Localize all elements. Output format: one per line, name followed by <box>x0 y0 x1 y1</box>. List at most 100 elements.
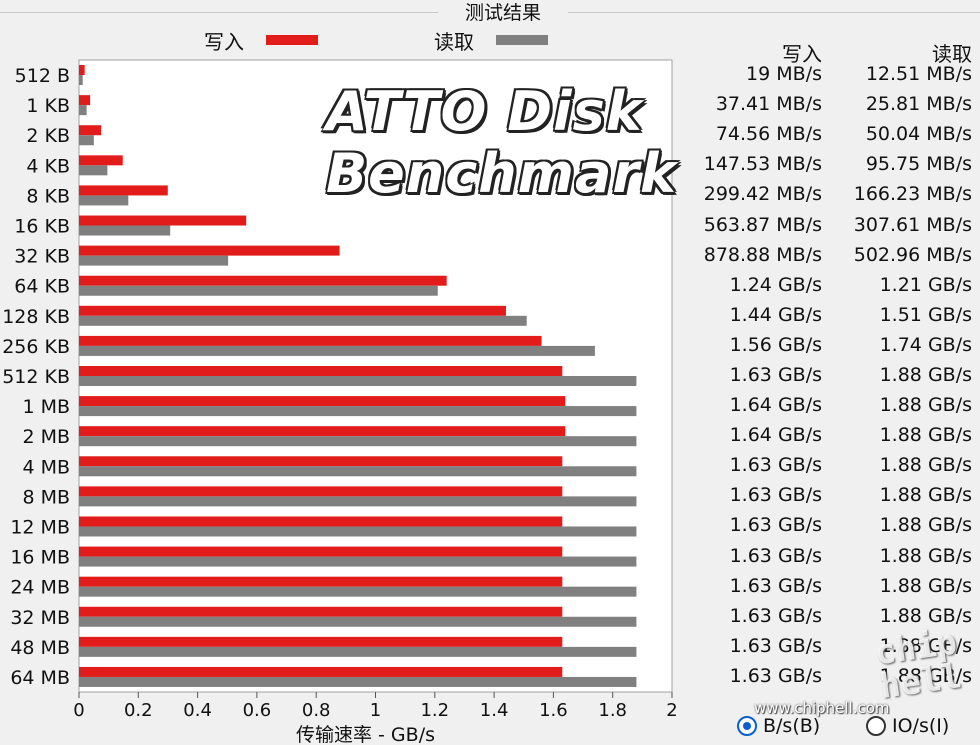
results-group-title: 测试结果 <box>438 0 568 25</box>
read-bar <box>79 105 87 116</box>
read-speed-value: 307.61 MB/s <box>853 213 972 236</box>
write-speed-value: 147.53 MB/s <box>703 153 822 176</box>
read-speed-value: 50.04 MB/s <box>865 123 972 146</box>
write-column-header: 写入 <box>782 42 822 66</box>
read-bar <box>79 315 527 326</box>
write-speed-value: 1.63 GB/s <box>729 604 822 627</box>
read-bar <box>79 345 595 356</box>
legend-write-label: 写入 <box>204 30 244 54</box>
write-bar <box>79 155 123 166</box>
write-speed-value: 299.42 MB/s <box>703 183 822 206</box>
legend-read-swatch <box>496 35 548 45</box>
write-bar <box>79 275 447 286</box>
x-tick-label: 0 <box>73 700 84 721</box>
read-speed-value: 502.96 MB/s <box>853 243 972 266</box>
category-label: 512 KB <box>2 366 70 388</box>
read-speed-value: 1.88 GB/s <box>879 484 972 507</box>
x-tick-label: 1.4 <box>480 700 509 721</box>
category-label: 4 MB <box>22 456 70 478</box>
x-tick-label: 2 <box>666 700 677 721</box>
read-speed-value: 1.88 GB/s <box>879 574 972 597</box>
write-bar <box>79 546 563 557</box>
read-bar <box>79 165 108 176</box>
write-speed-value: 1.64 GB/s <box>729 424 822 447</box>
site-watermark: www.chiphell.com <box>754 699 890 717</box>
write-bar <box>79 215 247 226</box>
write-speed-value: 1.56 GB/s <box>729 333 822 356</box>
write-bar <box>79 366 563 376</box>
category-label: 16 MB <box>10 547 70 569</box>
write-bar <box>79 456 563 467</box>
read-speed-value: 1.88 GB/s <box>879 604 972 627</box>
write-bar <box>79 335 542 346</box>
io-per-second-radio[interactable] <box>866 716 886 736</box>
read-speed-value: 1.88 GB/s <box>879 514 972 537</box>
legend-read-label: 读取 <box>434 30 474 54</box>
read-bar <box>79 255 229 266</box>
read-speed-value: 1.88 GB/s <box>879 664 972 687</box>
write-bar <box>79 396 566 407</box>
category-label: 128 KB <box>2 306 70 328</box>
category-label: 64 KB <box>14 276 70 298</box>
category-label: 16 KB <box>14 216 70 238</box>
read-speed-value: 1.88 GB/s <box>879 424 972 447</box>
category-label: 2 MB <box>22 426 70 448</box>
x-tick-label: 1.8 <box>598 700 627 721</box>
write-bar <box>79 486 563 497</box>
write-bar <box>79 65 85 76</box>
bytes-per-second-radio[interactable] <box>737 716 757 736</box>
write-speed-value: 1.63 GB/s <box>729 574 822 597</box>
category-label: 256 KB <box>2 336 70 358</box>
read-speed-value: 1.88 GB/s <box>879 394 972 417</box>
write-speed-value: 563.87 MB/s <box>703 213 822 236</box>
write-bar <box>79 245 340 256</box>
bytes-per-second-label[interactable]: B/s(B) <box>763 715 821 737</box>
read-speed-value: 1.21 GB/s <box>879 273 972 296</box>
category-label: 64 MB <box>10 667 70 689</box>
read-bar <box>79 195 129 206</box>
x-tick-label: 0.8 <box>302 700 331 721</box>
read-bar <box>79 616 637 627</box>
read-column-header: 读取 <box>932 42 972 66</box>
read-speed-value: 1.74 GB/s <box>879 333 972 356</box>
write-speed-value: 1.63 GB/s <box>729 364 822 386</box>
write-speed-value: 1.63 GB/s <box>729 454 822 477</box>
write-bar <box>79 666 563 677</box>
write-speed-value: 1.24 GB/s <box>729 273 822 296</box>
write-speed-value: 1.63 GB/s <box>729 634 822 657</box>
category-label: 1 MB <box>22 396 70 418</box>
x-axis-label: 传输速率 - GB/s <box>296 724 435 745</box>
read-bar <box>79 556 637 567</box>
category-label: 12 MB <box>10 516 70 538</box>
write-bar <box>79 426 566 437</box>
write-bar <box>79 185 168 196</box>
category-label: 2 KB <box>26 125 70 147</box>
read-bar <box>79 586 637 597</box>
write-speed-value: 1.63 GB/s <box>729 544 822 567</box>
x-tick-label: 0.6 <box>243 700 272 721</box>
x-tick-label: 1 <box>370 700 381 721</box>
watermark-title-line1: ATTO Disk <box>326 80 643 143</box>
write-speed-value: 1.64 GB/s <box>729 394 822 417</box>
read-speed-value: 1.88 GB/s <box>879 634 972 657</box>
category-label: 24 MB <box>10 577 70 599</box>
write-bar <box>79 125 102 136</box>
write-bar <box>79 636 563 647</box>
read-bar <box>79 75 83 86</box>
read-speed-value: 1.51 GB/s <box>879 303 972 326</box>
category-label: 4 KB <box>26 155 70 177</box>
write-speed-value: 74.56 MB/s <box>715 123 822 146</box>
read-bar <box>79 135 94 146</box>
write-speed-value: 1.63 GB/s <box>729 484 822 507</box>
read-bar <box>79 466 637 477</box>
read-speed-value: 166.23 MB/s <box>853 183 972 206</box>
write-bar <box>79 516 563 527</box>
write-speed-value: 878.88 MB/s <box>703 243 822 266</box>
x-tick-label: 1.2 <box>420 700 449 721</box>
read-speed-value: 1.88 GB/s <box>879 544 972 567</box>
read-speed-value: 25.81 MB/s <box>865 93 972 116</box>
read-bar <box>79 225 171 236</box>
watermark-title-line2: Benchmark <box>326 142 677 205</box>
io-per-second-label[interactable]: IO/s(I) <box>892 715 950 737</box>
